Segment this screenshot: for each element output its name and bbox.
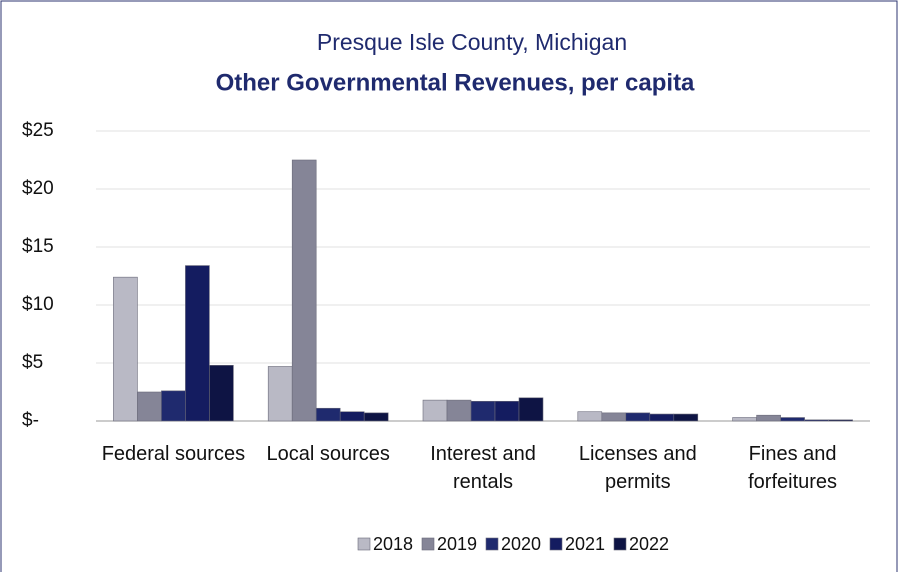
x-tick-label: Licenses and permits (578, 443, 697, 493)
bar (315, 407, 341, 422)
y-tick-label: $- (22, 410, 39, 431)
bar (363, 412, 389, 422)
x-tick-label: Fines and forfeitures (748, 443, 838, 493)
y-tick-label: $20 (22, 178, 54, 199)
bar (137, 391, 162, 422)
chart-subtitle: Other Governmental Revenues, per capita (216, 69, 695, 96)
bar (732, 417, 757, 422)
legend-swatch (613, 537, 627, 551)
x-tick-label: Federal sources (101, 443, 246, 465)
legend-swatch (421, 537, 435, 551)
legend-label: 2020 (501, 534, 541, 554)
legend-swatch (549, 537, 563, 551)
bar (161, 390, 186, 422)
x-tick-label: Local sources (266, 443, 390, 465)
y-tick-label: $25 (22, 120, 54, 141)
bar (185, 265, 210, 422)
bar (673, 413, 699, 422)
bar (446, 399, 472, 422)
bar (756, 414, 781, 422)
bar (494, 400, 520, 422)
bar (780, 417, 805, 422)
y-tick-label: $10 (22, 294, 54, 315)
legend-label: 2018 (373, 534, 413, 554)
bar (470, 400, 496, 422)
legend-swatch (485, 537, 499, 551)
legend-label: 2021 (565, 534, 605, 554)
bar (209, 365, 234, 422)
bar (828, 419, 853, 422)
bar (518, 397, 544, 422)
bar (577, 411, 603, 422)
y-tick-label: $5 (22, 352, 43, 373)
legend-label: 2019 (437, 534, 477, 554)
legend-label: 2022 (629, 534, 669, 554)
legend-swatch (357, 537, 371, 551)
bar (625, 412, 651, 422)
x-tick-label: Interest and rentals (430, 443, 536, 493)
bar (291, 159, 317, 422)
bar (422, 399, 448, 422)
chart-title: Presque Isle County, Michigan (317, 29, 627, 55)
bar (804, 419, 829, 422)
bar (649, 413, 675, 422)
bar (113, 276, 138, 422)
bar (601, 412, 627, 422)
bar (267, 366, 293, 422)
bar (339, 411, 365, 422)
y-tick-label: $15 (22, 236, 54, 257)
